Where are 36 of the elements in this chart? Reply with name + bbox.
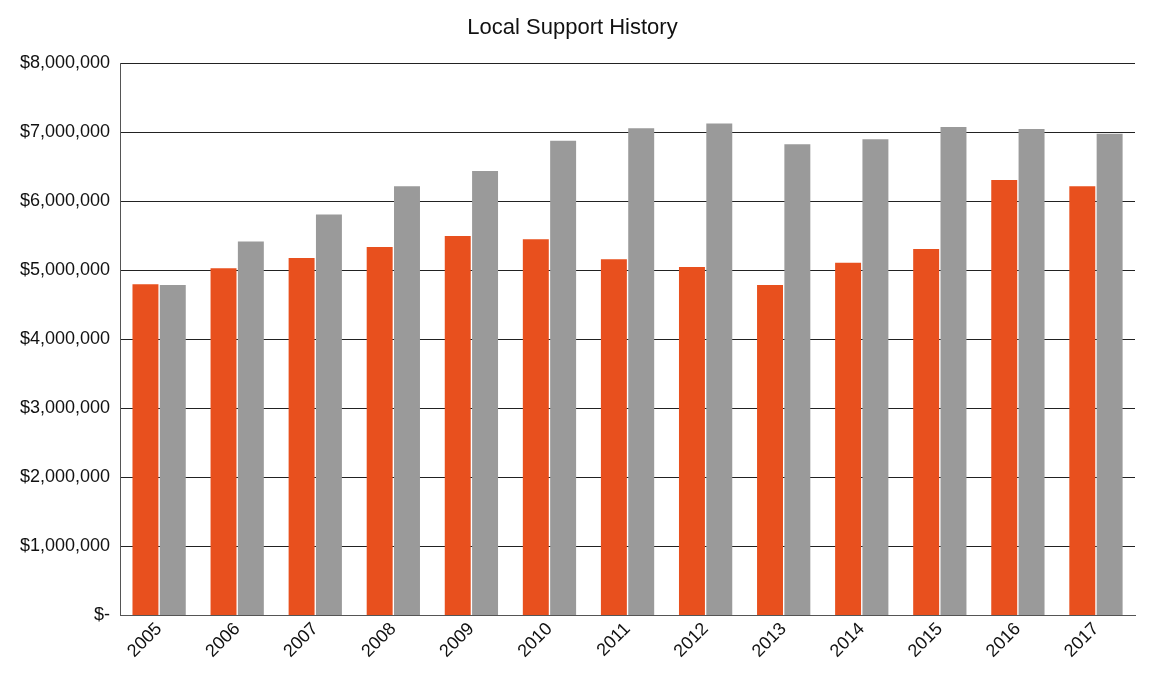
bar (550, 140, 577, 615)
bar (288, 257, 315, 615)
bar (991, 180, 1018, 615)
bar (600, 259, 627, 615)
bar (862, 139, 889, 615)
bar (159, 284, 186, 615)
bar (210, 268, 237, 615)
bar (913, 249, 940, 615)
bar (1069, 186, 1096, 615)
bar (678, 266, 705, 615)
bar (940, 126, 967, 615)
bar (1018, 128, 1045, 615)
y-tick-label: $3,000,000 (19, 397, 111, 418)
bar (1096, 133, 1123, 615)
bar (628, 128, 655, 615)
bar (522, 239, 549, 615)
bar (472, 171, 499, 615)
y-tick-label: $4,000,000 (19, 328, 111, 349)
bar (132, 284, 159, 615)
y-tick-label: $2,000,000 (19, 466, 111, 487)
bar (237, 241, 264, 615)
bar (444, 235, 471, 615)
chart-title: Local Support History (467, 14, 678, 40)
y-tick-label: $5,000,000 (19, 259, 111, 280)
bar (757, 284, 783, 615)
bar (315, 214, 342, 615)
bar (394, 186, 420, 615)
y-tick-label: $6,000,000 (19, 190, 111, 211)
y-tick-label: $1,000,000 (19, 535, 111, 556)
y-tick-label: $7,000,000 (19, 121, 111, 142)
y-tick-label: $- (94, 604, 111, 625)
bar (784, 144, 811, 615)
bar (835, 262, 862, 615)
bar (706, 123, 733, 615)
bar (366, 246, 393, 615)
y-tick-label: $8,000,000 (19, 52, 111, 73)
